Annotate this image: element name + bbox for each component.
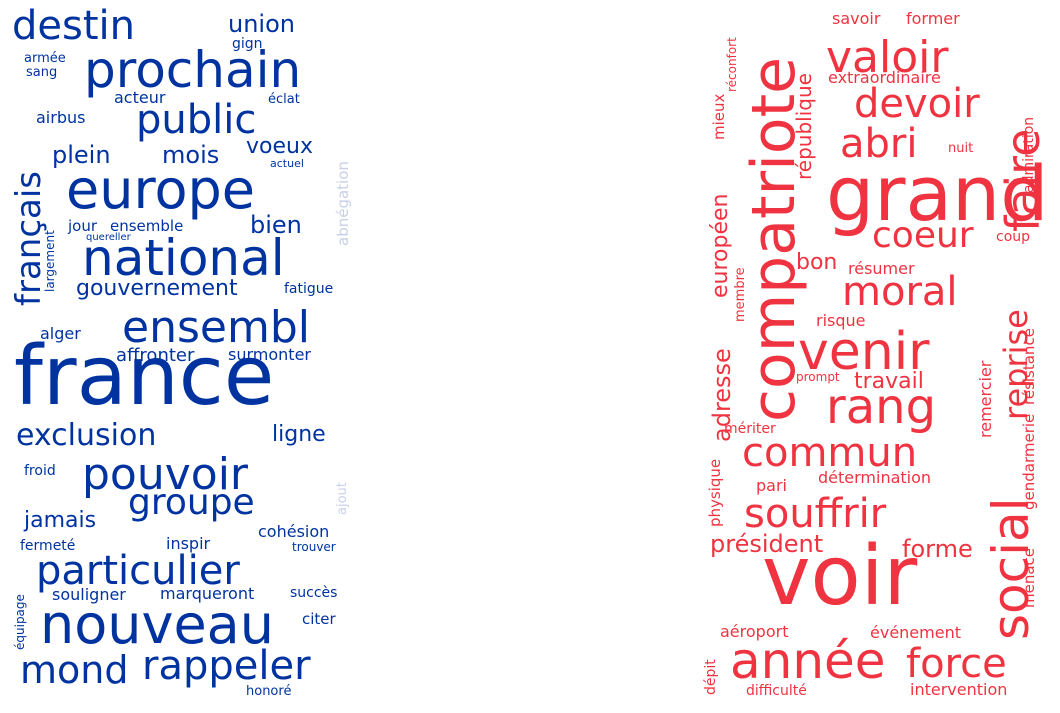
word: bon (796, 250, 838, 275)
word: gouvernement (76, 276, 238, 301)
word: mériter (724, 421, 776, 437)
word: travail (854, 369, 924, 394)
word: équipage (13, 594, 27, 650)
word: gendarmerie (1020, 413, 1038, 510)
word: savoir (832, 9, 881, 28)
word: marqueront (160, 584, 255, 603)
word: trouver (292, 540, 336, 554)
word: admiration (1021, 116, 1037, 193)
word: nuit (948, 141, 974, 156)
word: venir (798, 322, 930, 382)
word: rang (826, 379, 937, 435)
word: abnégation (334, 161, 352, 246)
word: moral (842, 269, 958, 315)
word: voeux (246, 134, 313, 159)
word: sang (26, 65, 58, 80)
word: gign (232, 36, 263, 52)
word: détermination (818, 468, 932, 487)
word: cohésion (258, 522, 330, 541)
word: affronter (116, 345, 195, 366)
word: nouveau (40, 593, 274, 656)
word: largement (43, 230, 57, 292)
word: quereller (86, 232, 131, 243)
word: ajout (335, 482, 350, 515)
word: exclusion (16, 418, 157, 453)
word: résistance (1020, 328, 1038, 405)
word: groupe (128, 482, 255, 523)
word: mois (162, 141, 220, 169)
word: surmonter (228, 345, 311, 364)
word: former (906, 9, 960, 28)
word: commun (742, 430, 918, 476)
word: prochain (84, 41, 302, 99)
word: pouvoir (82, 449, 249, 500)
word: public (136, 97, 257, 143)
word: actuel (270, 157, 304, 170)
word: national (82, 229, 285, 287)
word: coeur (872, 215, 974, 256)
word: souffrir (744, 491, 887, 537)
word: événement (870, 623, 961, 642)
word-cloud-right: voir compatriote grand année venir rang … (700, 0, 1060, 713)
word: rappeler (142, 643, 311, 689)
word: ensembl (122, 302, 310, 353)
word: membre (733, 267, 748, 322)
word: intervention (910, 680, 1008, 699)
word: airbus (36, 108, 86, 127)
word: abri (840, 121, 918, 167)
word: éclat (268, 92, 300, 107)
word: mond (20, 648, 129, 692)
word: alger (40, 324, 81, 343)
word: particulier (36, 548, 240, 594)
word: france (14, 329, 275, 424)
word: armée (24, 51, 66, 66)
word: résumer (848, 259, 915, 278)
word-cloud-left: france europe national nouveau prochain … (0, 0, 360, 713)
word: république (792, 73, 816, 180)
word: prompt (796, 370, 840, 384)
word: ligne (272, 422, 326, 447)
word: ensemble (110, 217, 184, 235)
word: pari (756, 476, 787, 495)
word: voir (762, 529, 918, 624)
word: coup (996, 229, 1031, 245)
word: fermeté (20, 538, 76, 554)
word: dépit (703, 659, 719, 695)
word: succès (290, 585, 338, 601)
word: physique (706, 458, 724, 527)
word: devoir (854, 81, 980, 127)
word: inspir (166, 534, 211, 553)
word: menace (1020, 547, 1038, 608)
word: mieux (710, 93, 728, 140)
word: destin (12, 3, 135, 49)
word: difficulté (746, 683, 807, 699)
word: froid (24, 463, 56, 479)
word: français (9, 170, 49, 306)
word: aéroport (720, 622, 789, 641)
word: jamais (24, 508, 97, 533)
word: acteur (114, 88, 166, 107)
word: souligner (52, 585, 126, 604)
word: grand (826, 149, 1049, 238)
word: europe (66, 158, 255, 221)
word: remercier (976, 360, 995, 438)
word: extraordinaire (828, 68, 941, 87)
word: jour (68, 217, 98, 235)
word: fatigue (284, 281, 334, 297)
word: européen (708, 193, 733, 298)
word: union (228, 10, 295, 38)
word: forme (902, 535, 973, 563)
word: risque (816, 311, 866, 330)
word: force (906, 641, 1007, 687)
word: plein (52, 141, 111, 169)
word: bien (250, 211, 302, 239)
word: valoir (826, 32, 949, 83)
word: président (710, 530, 824, 558)
word: honoré (246, 684, 292, 699)
word: citer (302, 610, 336, 628)
word: année (730, 632, 886, 690)
word: réconfort (725, 37, 739, 92)
